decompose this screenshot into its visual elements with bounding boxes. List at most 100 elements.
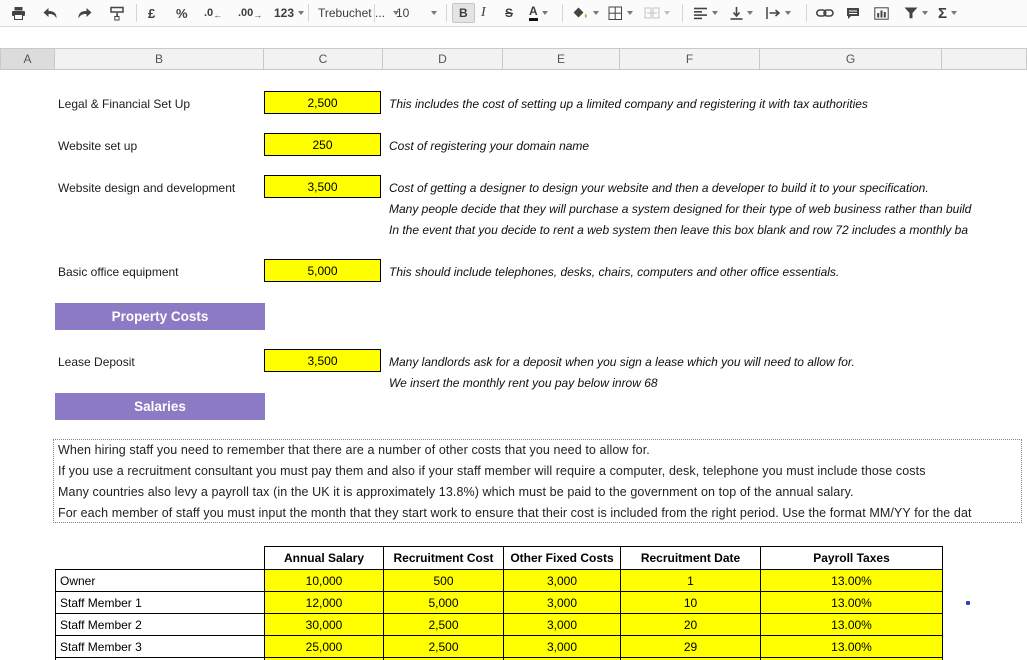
- section-header-salaries[interactable]: Salaries: [55, 393, 265, 420]
- cost-value-cell[interactable]: 3,500: [264, 349, 381, 372]
- fixed-costs-cell[interactable]: 3,000: [503, 635, 621, 658]
- fixed-costs-cell[interactable]: 3,000: [503, 591, 621, 614]
- chevron-down-icon: [593, 11, 599, 15]
- staff-table-header[interactable]: Recruitment Date: [620, 546, 761, 570]
- text-color-button[interactable]: A: [529, 0, 548, 26]
- payroll-tax-cell[interactable]: 13.00%: [760, 569, 943, 592]
- table-row: Staff Member 3 25,000 2,500 3,000 29 13.…: [55, 635, 943, 658]
- cost-description: Many landlords ask for a deposit when yo…: [389, 355, 855, 369]
- paint-format-button[interactable]: [110, 0, 125, 26]
- percent-format-button[interactable]: %: [176, 5, 188, 21]
- horizontal-align-button[interactable]: [694, 0, 718, 26]
- font-size-menu[interactable]: 10: [396, 0, 438, 26]
- cost-label[interactable]: Basic office equipment: [58, 265, 179, 279]
- column-header-c[interactable]: C: [264, 48, 383, 70]
- italic-label: I: [481, 5, 486, 20]
- link-icon: [816, 8, 834, 18]
- column-header-h[interactable]: [942, 48, 1027, 70]
- number-format-menu[interactable]: 123: [274, 0, 305, 26]
- recruitment-cost-cell[interactable]: 500: [383, 569, 504, 592]
- chevron-down-icon: [712, 11, 718, 15]
- cost-label[interactable]: Legal & Financial Set Up: [58, 97, 191, 111]
- cost-description: This should include telephones, desks, c…: [389, 265, 840, 279]
- column-header-e[interactable]: E: [503, 48, 620, 70]
- text-wrap-button[interactable]: [766, 0, 791, 26]
- payroll-tax-cell[interactable]: 13.00%: [760, 635, 943, 658]
- redo-icon: [76, 7, 93, 20]
- recruitment-cost-cell[interactable]: 2,500: [383, 613, 504, 636]
- increase-decimal-arrow-icon: →: [253, 10, 263, 20]
- cost-value-cell[interactable]: 5,000: [264, 259, 381, 282]
- merge-cells-icon: [644, 7, 660, 19]
- column-header-b[interactable]: B: [55, 48, 264, 70]
- borders-button[interactable]: [608, 0, 633, 26]
- recruitment-date-cell[interactable]: 29: [620, 635, 761, 658]
- toolbar-separator: [374, 4, 375, 22]
- fill-color-button[interactable]: [572, 0, 599, 26]
- vertical-align-button[interactable]: [730, 0, 753, 26]
- chevron-down-icon: [627, 11, 633, 15]
- payroll-tax-cell[interactable]: [760, 657, 943, 660]
- chevron-down-icon: [785, 11, 791, 15]
- fixed-costs-cell[interactable]: 3,000: [503, 613, 621, 636]
- currency-format-button[interactable]: £: [148, 5, 156, 21]
- bold-button[interactable]: B: [452, 0, 475, 26]
- note-line: When hiring staff you need to remember t…: [58, 443, 650, 457]
- column-header-a[interactable]: A: [0, 48, 55, 70]
- font-family-label: Trebuchet ...: [318, 6, 385, 20]
- recruitment-date-cell[interactable]: 10: [620, 591, 761, 614]
- table-row: Owner 10,000 500 3,000 1 13.00%: [55, 569, 943, 592]
- recruitment-cost-cell[interactable]: 2,500: [383, 635, 504, 658]
- staff-table-header[interactable]: Annual Salary: [264, 546, 384, 570]
- filter-button[interactable]: [904, 0, 928, 26]
- number-format-label: 123: [274, 6, 295, 20]
- cost-value-cell[interactable]: 2,500: [264, 91, 381, 114]
- chevron-down-icon: [298, 11, 305, 15]
- cost-label[interactable]: Website set up: [58, 139, 138, 153]
- insert-chart-button[interactable]: [874, 0, 889, 26]
- salary-cell[interactable]: 25,000: [264, 635, 384, 658]
- toolbar-separator: [446, 4, 447, 22]
- column-header-f[interactable]: F: [620, 48, 760, 70]
- print-button[interactable]: [10, 0, 27, 26]
- staff-table-header[interactable]: Payroll Taxes: [760, 546, 943, 570]
- decrease-decimal-button[interactable]: .0 ←: [204, 0, 222, 26]
- recruitment-date-cell[interactable]: 1: [620, 569, 761, 592]
- cost-label[interactable]: Website design and development: [58, 181, 236, 195]
- strikethrough-button[interactable]: S: [505, 0, 513, 26]
- cost-value-cell[interactable]: 3,500: [264, 175, 381, 198]
- recruitment-cost-cell[interactable]: 5,000: [383, 591, 504, 614]
- recruitment-date-cell[interactable]: 20: [620, 613, 761, 636]
- italic-button[interactable]: I: [481, 0, 486, 26]
- insert-link-button[interactable]: [816, 0, 834, 26]
- undo-button[interactable]: [42, 0, 59, 26]
- cost-value-cell[interactable]: 250: [264, 133, 381, 156]
- payroll-tax-cell[interactable]: 13.00%: [760, 613, 943, 636]
- staff-name-cell[interactable]: Staff Member 2: [55, 613, 265, 636]
- payroll-tax-cell[interactable]: 13.00%: [760, 591, 943, 614]
- functions-button[interactable]: Σ: [938, 0, 958, 26]
- salary-cell[interactable]: 10,000: [264, 569, 384, 592]
- redo-button[interactable]: [76, 0, 93, 26]
- staff-name-cell[interactable]: Staff Member 1: [55, 591, 265, 614]
- staff-name-cell[interactable]: Owner: [55, 569, 265, 592]
- section-header-property-costs[interactable]: Property Costs: [55, 303, 265, 330]
- cost-label[interactable]: Lease Deposit: [58, 355, 135, 369]
- merge-cells-button[interactable]: [644, 0, 670, 26]
- fixed-costs-cell[interactable]: 3,000: [503, 569, 621, 592]
- increase-decimal-button[interactable]: .00 →: [238, 0, 262, 26]
- salary-cell[interactable]: 30,000: [264, 613, 384, 636]
- font-family-menu[interactable]: Trebuchet ...: [318, 0, 399, 26]
- staff-table-header[interactable]: Recruitment Cost: [383, 546, 504, 570]
- insert-comment-button[interactable]: [846, 0, 860, 26]
- cost-description: This includes the cost of setting up a l…: [389, 97, 868, 111]
- column-header-d[interactable]: D: [383, 48, 503, 70]
- salary-cell[interactable]: 12,000: [264, 591, 384, 614]
- vertical-align-icon: [730, 6, 743, 20]
- column-header-g[interactable]: G: [760, 48, 942, 70]
- strikethrough-label: S: [505, 6, 514, 20]
- staff-name-cell[interactable]: Staff Member 3: [55, 635, 265, 658]
- filter-icon: [904, 7, 918, 19]
- staff-table-header[interactable]: Other Fixed Costs: [503, 546, 621, 570]
- toolbar: £ % .0 ← .00 → 123 Trebuchet ... 10 B I S …: [0, 0, 1027, 27]
